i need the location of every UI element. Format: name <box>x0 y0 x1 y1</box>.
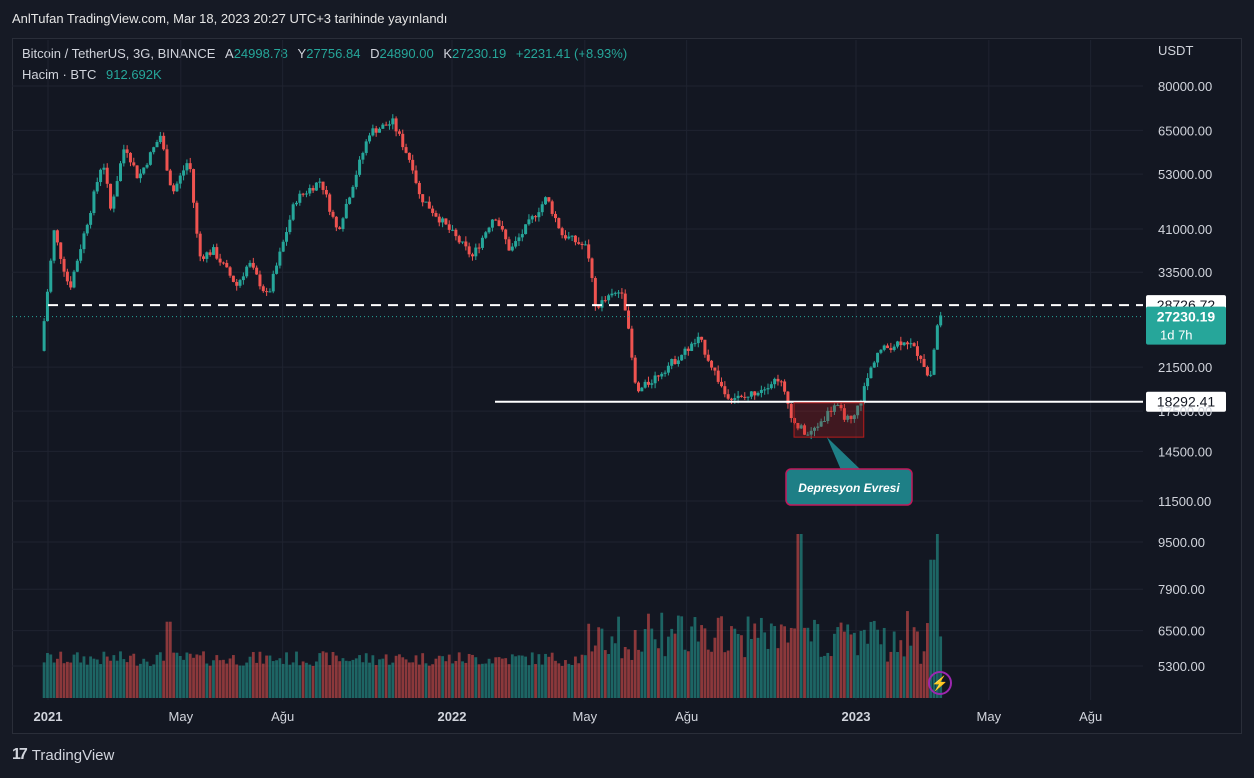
close-value: 27230.19 <box>452 46 507 61</box>
open-value: 24998.78 <box>233 46 288 61</box>
symbol-legend[interactable]: Bitcoin / TetherUS, 3G, BINANCE A24998.7… <box>22 46 627 61</box>
top-bar: AnlTufan TradingView.com, Mar 18, 2023 2… <box>0 0 1254 36</box>
volume-label: Hacim · BTC <box>22 67 97 82</box>
volume-legend[interactable]: Hacim · BTC 912.692K <box>22 67 162 82</box>
tradingview-logo-icon: 17 <box>12 746 28 763</box>
high-label: Y <box>297 46 307 61</box>
tradingview-logo[interactable]: 17 TradingView <box>12 746 114 764</box>
symbol-title[interactable]: Bitcoin / TetherUS, 3G, BINANCE <box>22 46 216 61</box>
published-caption: AnlTufan TradingView.com, Mar 18, 2023 2… <box>12 11 448 26</box>
volume-value: 912.692K <box>106 67 162 82</box>
open-label: A <box>225 46 234 61</box>
chart-panel[interactable] <box>12 38 1242 734</box>
change-value: +2231.41 (+8.93%) <box>515 46 628 61</box>
tradingview-brand: TradingView <box>31 746 115 764</box>
currency-label: USDT <box>1158 43 1194 58</box>
high-value: 27756.84 <box>306 46 361 61</box>
low-value: 24890.00 <box>379 46 434 61</box>
low-label: D <box>370 46 380 61</box>
close-label: K <box>443 46 452 61</box>
